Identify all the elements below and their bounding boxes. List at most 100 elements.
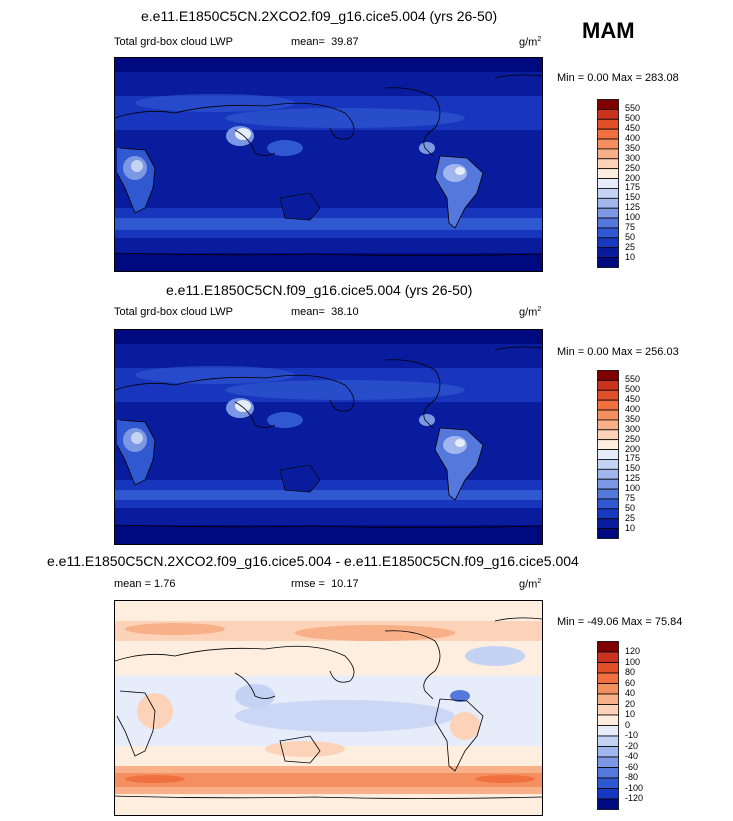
colorbar-swatch [597,439,619,450]
panel2-mean-label: mean= [291,306,325,318]
colorbar-swatch [597,725,619,737]
colorbar-swatch [597,767,619,779]
colorbar-label: 100 [625,656,641,667]
colorbar-swatch [597,138,619,150]
colorbar-swatch [597,99,619,110]
panel3-rmse: rmse = 10.17 [291,578,359,590]
panel1-colorbar-swatches [597,99,619,268]
colorbar-label: 40 [625,688,636,698]
colorbar-label: 125 [625,473,641,484]
panel1-units-base: g/m [519,36,538,49]
colorbar-swatch [597,379,619,391]
colorbar-swatch [597,118,619,130]
colorbar-label: 250 [625,433,641,444]
panel1-map-field [115,58,542,271]
colorbar-label: 10 [625,251,636,262]
colorbar-label: 450 [625,394,641,405]
colorbar-label: 500 [625,384,641,395]
colorbar-swatch [597,478,619,490]
colorbar-swatch [597,409,619,421]
panel3-units-exp: 2 [537,578,542,585]
panel1-minmax: Min = 0.00 Max = 283.08 [557,72,679,84]
colorbar-swatch [597,468,619,480]
colorbar-swatch [597,714,619,726]
colorbar-label: 400 [625,404,641,415]
panel2-map [114,329,543,545]
colorbar-swatch [597,108,619,120]
colorbar-label: 500 [625,113,641,124]
colorbar-label: 25 [625,241,636,252]
colorbar-swatch [597,459,619,470]
panel2-units: g/m2 [519,306,541,319]
colorbar-swatch [597,429,619,441]
panel1-units: g/m2 [519,36,541,49]
colorbar-swatch [597,662,619,674]
panel3-mean: mean = 1.76 [114,578,176,590]
colorbar-label: 60 [625,677,636,688]
colorbar-swatch [597,128,619,140]
colorbar-swatch [597,399,619,411]
colorbar-label: 300 [625,152,641,163]
colorbar-label: 250 [625,162,641,173]
colorbar-swatch [597,651,619,663]
panel2-mean: mean= 38.10 [291,306,359,318]
colorbar-swatch [597,488,619,500]
colorbar-swatch [597,188,619,199]
colorbar-swatch [597,370,619,381]
colorbar-label: 75 [625,492,636,503]
colorbar-swatch [597,777,619,789]
panel3-title: e.e11.E1850C5CN.2XCO2.f09_g16.cice5.004 … [47,553,579,569]
colorbar-swatch [597,756,619,768]
colorbar-label: -20 [625,740,639,751]
colorbar-swatch [597,798,619,810]
panel3-units: g/m2 [519,578,541,591]
colorbar-label: 75 [625,221,636,232]
colorbar-label: 20 [625,698,636,709]
panel1-title: e.e11.E1850C5CN.2XCO2.f09_g16.cice5.004 … [141,8,498,24]
colorbar-label: 200 [625,172,641,183]
colorbar-label: 175 [625,182,641,193]
colorbar-label: 200 [625,443,641,454]
colorbar-label: 0 [625,719,631,730]
colorbar-swatch [597,389,619,401]
colorbar-swatch [597,237,619,249]
colorbar-label: 100 [625,212,641,223]
panel1-mean-label: mean= [291,36,325,48]
colorbar-label: 175 [625,453,641,464]
panel3-map-field [115,601,542,815]
colorbar-label: 350 [625,413,641,424]
colorbar-label: 10 [625,709,636,719]
panel1-colorbar: 550 500 450 400 350 300 250 200 175 150 125 100 75 50… [597,99,640,274]
colorbar-label: -40 [625,751,639,761]
colorbar-swatch [597,419,619,431]
colorbar-swatch [597,788,619,800]
colorbar-label: 550 [625,374,641,385]
colorbar-label: -80 [625,772,639,782]
colorbar-label: 50 [625,231,636,242]
colorbar-swatch [597,735,619,747]
panel3-rmse-value: 10.17 [331,578,359,590]
colorbar-label: 80 [625,667,636,677]
panel2-units-base: g/m [519,306,538,319]
colorbar-swatch [597,257,619,268]
colorbar-swatch [597,197,619,209]
colorbar-swatch [597,178,619,189]
panel1-mean: mean= 39.87 [291,36,359,48]
colorbar-label: 100 [625,483,641,494]
colorbar-swatch [597,449,619,460]
colorbar-swatch [597,168,619,179]
panel1-units-exp: 2 [537,36,542,43]
panel1-mean-value: 39.87 [331,36,359,48]
colorbar-swatch [597,693,619,705]
season-label: MAM [582,18,635,43]
panel3-colorbar-swatches [597,641,619,810]
colorbar-label: -10 [625,730,639,740]
panel1-map [114,57,543,272]
panel2-colorbar: 550 500 450 400 350 300 250 200 175 150 125 100 75 50… [597,370,640,545]
colorbar-swatch [597,148,619,160]
colorbar-swatch [597,683,619,695]
panel2-map-field [115,330,542,544]
colorbar-swatch [597,518,619,530]
colorbar-swatch [597,704,619,716]
colorbar-swatch [597,746,619,758]
